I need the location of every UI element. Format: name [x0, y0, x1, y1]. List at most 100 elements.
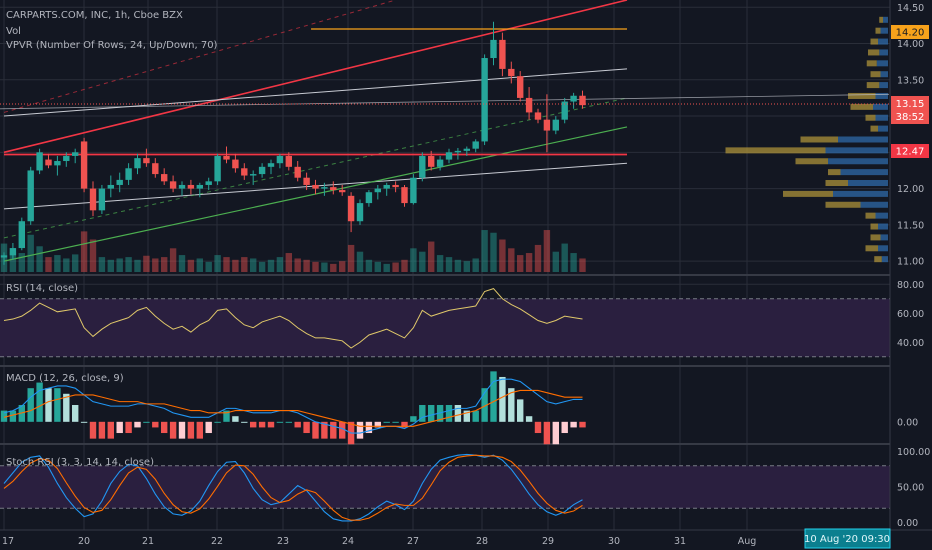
- stoch-y-tick-label: 50.00: [897, 483, 924, 494]
- red-channel-line[interactable]: [3, 0, 628, 154]
- candle-body: [410, 177, 417, 204]
- x-tick-label: 21: [142, 536, 154, 547]
- volume-profile-up-bar: [848, 180, 888, 187]
- macd-histogram-bar: [321, 421, 328, 439]
- volume-profile-down-bar: [865, 114, 876, 121]
- candle-body: [419, 155, 426, 178]
- volume-bar: [276, 257, 284, 272]
- volume-bar: [383, 263, 390, 272]
- candle-body: [303, 177, 310, 185]
- volume-bar: [312, 261, 319, 272]
- volume-bar: [214, 255, 221, 272]
- volume-bar: [392, 262, 399, 272]
- candle-body: [508, 68, 515, 77]
- volume-bar: [232, 259, 239, 272]
- macd-histogram-bar: [508, 388, 515, 422]
- candle-body: [428, 155, 435, 167]
- macd-histogram-bar: [223, 410, 230, 422]
- x-tick-label: 17: [2, 536, 14, 547]
- macd-histogram-bar: [276, 421, 284, 423]
- macd-histogram-bar: [463, 410, 470, 422]
- volume-bar: [356, 251, 364, 272]
- x-tick-label: 27: [407, 536, 419, 547]
- volume-bar: [463, 261, 470, 272]
- candle-body: [276, 155, 284, 164]
- candle-body: [214, 155, 221, 182]
- price-pane[interactable]: [0, 0, 890, 272]
- volume-bar: [98, 257, 106, 272]
- macd-histogram-bar: [579, 421, 586, 428]
- macd-histogram-bar: [454, 405, 462, 422]
- macd-histogram-bar: [383, 421, 390, 423]
- candle-body: [285, 155, 292, 167]
- rsi-pane[interactable]: [0, 288, 890, 358]
- volume-profile-down-bar: [866, 82, 880, 89]
- macd-histogram-bar: [285, 421, 292, 423]
- volume-bar: [45, 257, 52, 272]
- rsi-band-fill: [0, 298, 890, 357]
- volume-bar: [152, 258, 159, 272]
- price-tag-red-text: 12.47: [896, 147, 925, 158]
- legend-stoch-rsi: Stoch RSI (3, 3, 14, 14, close): [6, 457, 154, 468]
- stoch-rsi-pane[interactable]: [0, 453, 890, 522]
- green-trend-dashed-line[interactable]: [3, 97, 628, 239]
- macd-histogram-bar: [169, 421, 177, 439]
- macd-pane[interactable]: [0, 371, 586, 445]
- candle-body: [18, 221, 25, 249]
- volume-profile-up-bar: [878, 245, 888, 252]
- volume-bar: [525, 253, 533, 272]
- volume-profile-up-bar: [875, 92, 888, 99]
- macd-histogram-bar: [45, 388, 52, 422]
- volume-profile-down-bar: [825, 180, 848, 187]
- volume-bar: [472, 258, 479, 272]
- macd-histogram-bar: [303, 421, 310, 434]
- macd-histogram-bar: [232, 416, 239, 422]
- price-tag-last: 13.15 38:52: [891, 96, 929, 124]
- rsi-y-tick-label: 80.00: [897, 280, 924, 291]
- volume-bar: [330, 263, 337, 272]
- volume-bar: [552, 251, 559, 272]
- volume-bar: [499, 239, 506, 272]
- volume-bar: [534, 244, 542, 272]
- candle-body: [116, 179, 123, 185]
- macd-histogram-bar: [152, 421, 159, 428]
- volume-profile-down-bar: [870, 223, 878, 230]
- candle-body: [125, 168, 132, 180]
- candle-body: [36, 152, 43, 171]
- volume-profile-down-bar: [874, 256, 882, 263]
- x-tick-label: 30: [608, 536, 620, 547]
- macd-histogram-bar: [258, 421, 266, 428]
- candle-body: [9, 248, 17, 256]
- volume-bar: [54, 255, 61, 272]
- trendlines[interactable]: [0, 0, 890, 262]
- candle-body: [80, 141, 88, 189]
- macd-histogram-bar: [116, 421, 123, 434]
- macd-histogram-bar: [63, 393, 70, 422]
- volume-profile-down-bar: [870, 125, 878, 132]
- volume-bar: [410, 248, 417, 272]
- candle-body: [463, 148, 470, 151]
- candle-body: [401, 187, 408, 204]
- candle-body: [72, 152, 79, 156]
- candle-body: [258, 166, 266, 175]
- macd-histogram-bar: [490, 371, 497, 422]
- macd-y-tick-label: 0.00: [897, 417, 918, 428]
- volume-bar: [570, 253, 577, 272]
- macd-histogram-bar: [143, 421, 150, 423]
- upper-white-ray-line[interactable]: [0, 93, 890, 110]
- red-channel-dashed-line[interactable]: [3, 0, 396, 113]
- volume-bar: [579, 258, 586, 272]
- macd-signal-line: [3, 389, 583, 427]
- x-tick-label: 23: [277, 536, 289, 547]
- candlesticks: [0, 21, 586, 265]
- date-tooltip-text: 10 Aug '20 09:30: [804, 534, 890, 545]
- macd-histogram-bar: [98, 421, 106, 439]
- candle-body: [365, 192, 373, 204]
- time-scale[interactable]: 17 20 21 22 23 24 27 28 29 30 31 Aug: [2, 536, 756, 547]
- candle-body: [561, 101, 568, 120]
- candle-body: [134, 158, 141, 169]
- macd-histogram-bar: [89, 421, 97, 439]
- macd-histogram-bar: [374, 421, 381, 428]
- candle-body: [330, 187, 337, 191]
